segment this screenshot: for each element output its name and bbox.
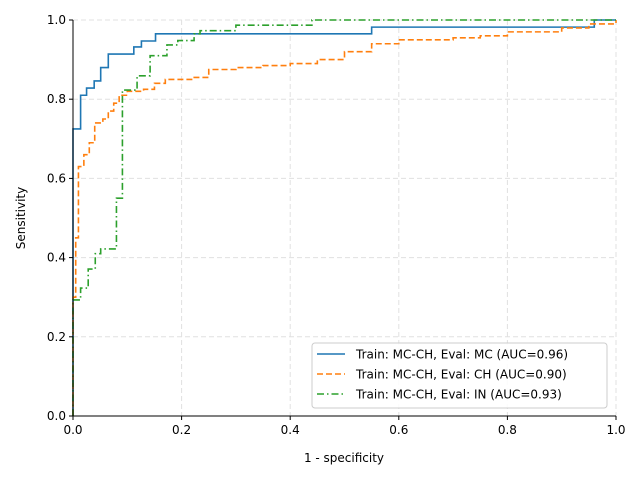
x-axis-label: 1 - specificity (304, 451, 384, 465)
x-tick-label: 1.0 (606, 423, 625, 437)
legend-label-0: Train: MC-CH, Eval: MC (AUC=0.96) (355, 348, 568, 362)
y-tick-label: 0.8 (47, 92, 66, 106)
x-tick-label: 0.0 (63, 423, 82, 437)
legend-box (311, 342, 608, 409)
legend: Train: MC-CH, Eval: MC (AUC=0.96) Train: … (311, 342, 608, 409)
roc-curve-0 (72, 19, 616, 416)
y-tick-label: 0.6 (47, 171, 66, 185)
y-tick-label: 0.0 (47, 409, 66, 423)
roc-curve-1 (72, 20, 617, 416)
legend-label-2: Train: MC-CH, Eval: IN (AUC=0.93) (355, 388, 562, 402)
curves (72, 19, 617, 416)
x-tick-label: 0.6 (389, 423, 408, 437)
x-tick-label: 0.4 (281, 423, 300, 437)
y-tick-label: 0.2 (47, 330, 66, 344)
x-tick-label: 0.8 (498, 423, 517, 437)
x-tick-label: 0.2 (172, 423, 191, 437)
y-tick-label: 0.4 (47, 251, 66, 265)
y-tick-label: 1.0 (47, 13, 66, 27)
y-axis-label: Sensitivity (14, 187, 28, 249)
legend-label-1: Train: MC-CH, Eval: CH (AUC=0.90) (355, 368, 567, 382)
roc-curve-2 (72, 19, 616, 416)
axes: 0.0 0.2 0.4 0.6 0.8 1.0 0.0 0.2 0.4 0.6 0.8 1.0 (47, 13, 626, 437)
